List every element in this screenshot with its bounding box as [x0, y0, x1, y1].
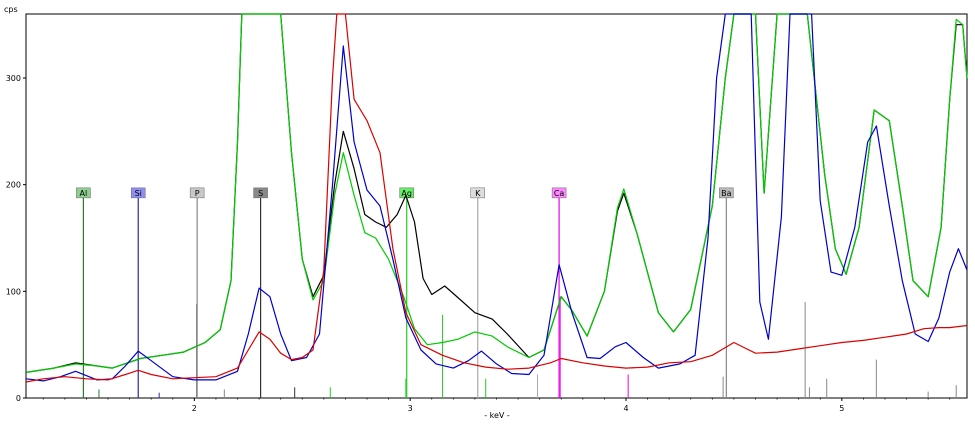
element-marker-box-k — [470, 187, 485, 199]
y-tick-label-300: 300 — [6, 74, 21, 83]
element-marker-box-ca — [551, 187, 567, 199]
plot-area — [25, 13, 968, 399]
element-marker-label-ba: Ba — [721, 189, 731, 198]
element-markers: Al Si P S Ag K Ca Ba — [76, 187, 957, 398]
element-marker-label-ca: Ca — [554, 189, 565, 198]
axis-ticks: 0 100 200 300 2 3 4 5 — [6, 74, 951, 413]
element-marker-s: S — [253, 187, 268, 398]
element-marker-box-s — [253, 187, 268, 199]
y-tick-label-100: 100 — [6, 287, 21, 296]
y-tick-label-200: 200 — [6, 181, 21, 190]
element-marker-k: K — [470, 187, 485, 398]
x-tick-label-4: 4 — [623, 404, 628, 413]
element-marker-box-p — [189, 187, 205, 199]
element-marker-ca: Ca — [551, 187, 567, 398]
series-line-3 — [25, 13, 968, 383]
y-axis-label: cps — [4, 5, 18, 14]
element-marker-box-al — [76, 187, 91, 199]
element-marker-label-ag: Ag — [401, 189, 412, 198]
x-tick-label-5: 5 — [839, 404, 844, 413]
element-marker-label-k: K — [475, 189, 481, 198]
element-marker-label-s: S — [258, 189, 263, 198]
element-marker-label-si: Si — [135, 189, 142, 198]
element-marker-p: P — [189, 187, 205, 398]
y-tick-label-0: 0 — [16, 394, 21, 403]
series-line-2 — [25, 13, 968, 382]
series-line-1 — [25, 13, 968, 373]
x-axis-label: - keV - — [484, 411, 510, 420]
x-tick-label-2: 2 — [192, 404, 197, 413]
element-marker-label-al: Al — [80, 189, 88, 198]
element-marker-si: Si — [130, 187, 146, 398]
series-group — [25, 13, 968, 383]
element-marker-box-si — [130, 187, 146, 199]
x-tick-label-3: 3 — [408, 404, 413, 413]
element-marker-box-ba — [719, 187, 734, 199]
element-marker-ba: Ba — [719, 187, 734, 398]
element-marker-label-p: P — [195, 189, 200, 198]
